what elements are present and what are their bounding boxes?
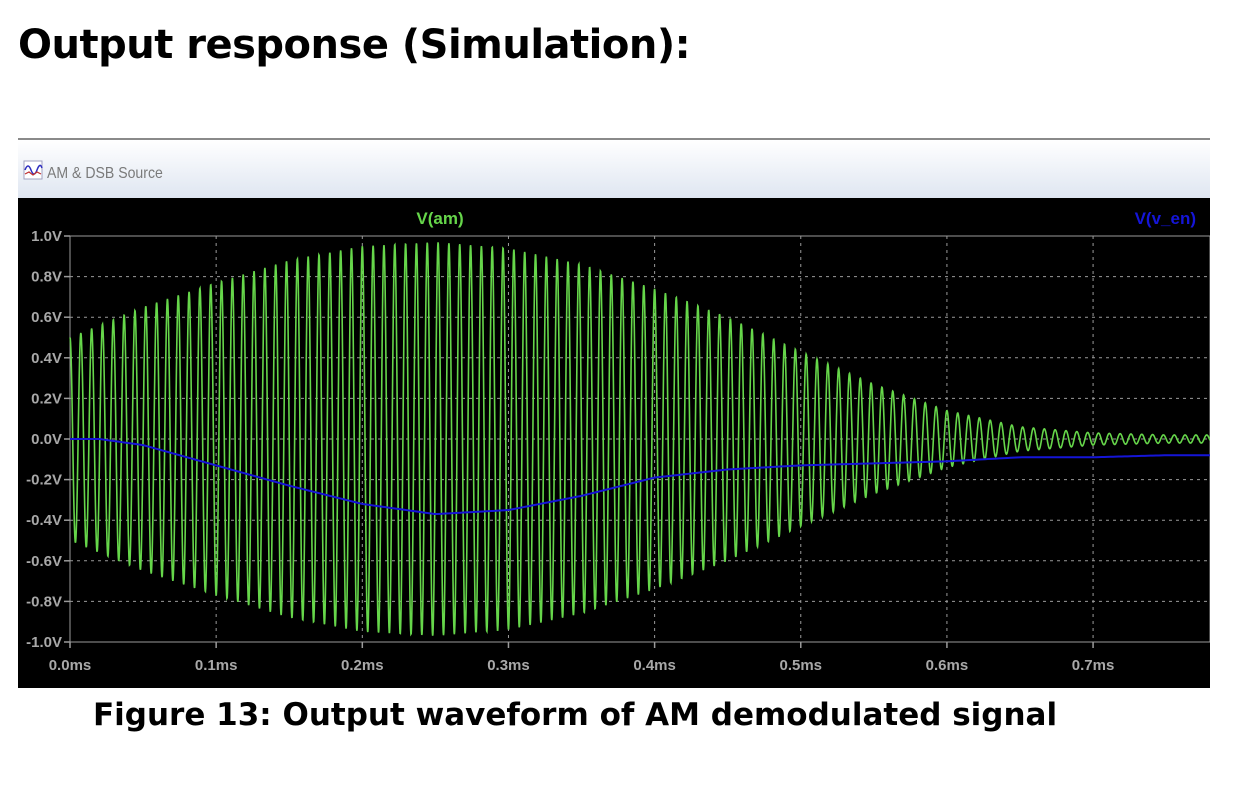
y-tick-label: 0.2V	[31, 390, 62, 407]
y-tick-label: -0.2V	[26, 472, 62, 489]
x-tick-label: 0.5ms	[779, 657, 822, 674]
axes: 1.0V 0.8V 0.6V 0.4V 0.2V 0.0V -0.2V -0.4V -0.6V -…	[26, 228, 1210, 674]
y-tick-label: 0.4V	[31, 350, 62, 367]
x-tick-label: 0.1ms	[195, 657, 238, 674]
traces	[69, 242, 1210, 637]
y-tick-label: 0.0V	[31, 431, 62, 448]
page-heading: Output response (Simulation):	[18, 22, 691, 68]
legend-v-am: V(am)	[416, 209, 463, 228]
waveform-plot[interactable]: 1.0V 0.8V 0.6V 0.4V 0.2V 0.0V -0.2V -0.4V -0.6V -…	[18, 200, 1210, 688]
x-tick-label: 0.3ms	[487, 657, 530, 674]
x-tick-label: 0.0ms	[49, 657, 92, 674]
series-line-v-am	[69, 242, 1210, 637]
figure-caption: Figure 13: Output waveform of AM demodul…	[93, 697, 1058, 733]
x-tick-label: 0.6ms	[926, 657, 969, 674]
legend: V(am) V(v_en)	[416, 209, 1196, 228]
x-tick-label: 0.2ms	[341, 657, 384, 674]
series-line-v-en	[70, 438, 1210, 516]
y-tick-label: -0.6V	[26, 553, 62, 570]
waveform-icon	[23, 160, 43, 180]
y-tick-label: 0.6V	[31, 309, 62, 326]
y-tick-label: -1.0V	[26, 634, 62, 651]
y-tick-label: -0.8V	[26, 593, 62, 610]
x-tick-label: 0.7ms	[1072, 657, 1115, 674]
x-tick-label: 0.4ms	[633, 657, 676, 674]
window-title: AM & DSB Source	[47, 165, 163, 182]
y-tick-label: 1.0V	[31, 228, 62, 245]
window-titlebar[interactable]: AM & DSB Source	[18, 140, 1210, 198]
y-tick-label: -0.4V	[26, 512, 62, 529]
waveform-viewer-window: AM & DSB Source 1.0V 0.8V 0.6V 0.4V 0.2V 0.0V…	[18, 138, 1210, 688]
y-tick-label: 0.8V	[31, 269, 62, 286]
legend-v-en: V(v_en)	[1135, 209, 1196, 228]
